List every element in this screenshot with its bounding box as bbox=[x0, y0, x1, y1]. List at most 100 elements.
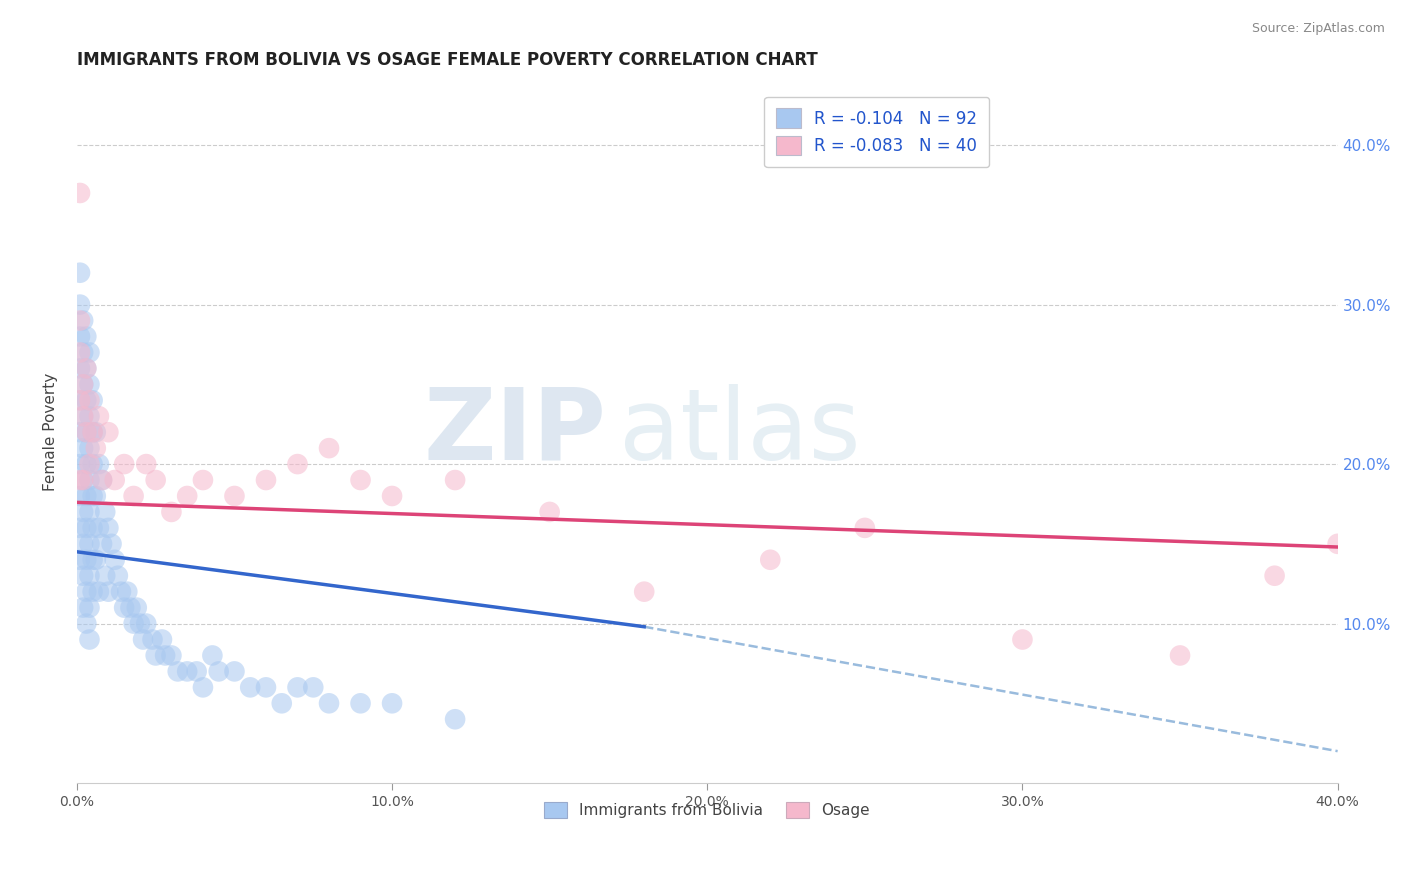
Point bbox=[150, 632, 173, 647]
Point bbox=[145, 473, 167, 487]
Point bbox=[318, 696, 340, 710]
Point bbox=[239, 681, 262, 695]
Point bbox=[75, 425, 97, 440]
Point bbox=[75, 361, 97, 376]
Point bbox=[79, 537, 101, 551]
Point bbox=[287, 457, 309, 471]
Point bbox=[69, 425, 91, 440]
Point bbox=[145, 648, 167, 663]
Text: IMMIGRANTS FROM BOLIVIA VS OSAGE FEMALE POVERTY CORRELATION CHART: IMMIGRANTS FROM BOLIVIA VS OSAGE FEMALE … bbox=[77, 51, 818, 69]
Point bbox=[104, 473, 127, 487]
Point bbox=[82, 425, 104, 440]
Text: ZIP: ZIP bbox=[423, 384, 606, 481]
Point bbox=[87, 409, 110, 424]
Point bbox=[72, 409, 94, 424]
Point bbox=[79, 377, 101, 392]
Point bbox=[117, 584, 139, 599]
Point bbox=[82, 584, 104, 599]
Point bbox=[82, 489, 104, 503]
Point bbox=[69, 186, 91, 200]
Point bbox=[444, 473, 467, 487]
Point bbox=[302, 681, 325, 695]
Point bbox=[82, 457, 104, 471]
Point bbox=[84, 425, 107, 440]
Point bbox=[444, 712, 467, 726]
Point bbox=[122, 489, 145, 503]
Point bbox=[72, 600, 94, 615]
Point bbox=[79, 632, 101, 647]
Point bbox=[141, 632, 163, 647]
Point bbox=[69, 313, 91, 327]
Point bbox=[72, 377, 94, 392]
Point bbox=[69, 361, 91, 376]
Point bbox=[112, 600, 135, 615]
Point bbox=[75, 329, 97, 343]
Point bbox=[72, 568, 94, 582]
Point bbox=[1326, 537, 1348, 551]
Point bbox=[120, 600, 142, 615]
Point bbox=[79, 505, 101, 519]
Point bbox=[100, 537, 122, 551]
Point bbox=[75, 616, 97, 631]
Point bbox=[132, 632, 155, 647]
Point bbox=[224, 489, 246, 503]
Point bbox=[94, 568, 117, 582]
Point bbox=[69, 297, 91, 311]
Point bbox=[82, 425, 104, 440]
Point bbox=[270, 696, 292, 710]
Point bbox=[112, 457, 135, 471]
Point bbox=[75, 457, 97, 471]
Point bbox=[75, 361, 97, 376]
Point bbox=[191, 473, 214, 487]
Legend: Immigrants from Bolivia, Osage: Immigrants from Bolivia, Osage bbox=[538, 797, 876, 824]
Point bbox=[72, 409, 94, 424]
Point bbox=[191, 681, 214, 695]
Point bbox=[176, 665, 198, 679]
Point bbox=[72, 537, 94, 551]
Text: Source: ZipAtlas.com: Source: ZipAtlas.com bbox=[1251, 22, 1385, 36]
Point bbox=[166, 665, 188, 679]
Point bbox=[538, 505, 561, 519]
Point bbox=[82, 553, 104, 567]
Point bbox=[381, 696, 404, 710]
Point bbox=[69, 393, 91, 408]
Point bbox=[91, 537, 114, 551]
Point bbox=[349, 696, 371, 710]
Point bbox=[82, 521, 104, 535]
Point bbox=[122, 616, 145, 631]
Point bbox=[633, 584, 655, 599]
Point bbox=[69, 489, 91, 503]
Point bbox=[79, 568, 101, 582]
Point bbox=[254, 681, 277, 695]
Point bbox=[91, 473, 114, 487]
Point bbox=[72, 505, 94, 519]
Point bbox=[84, 441, 107, 455]
Point bbox=[72, 473, 94, 487]
Point bbox=[79, 393, 101, 408]
Point bbox=[1264, 568, 1286, 582]
Point bbox=[381, 489, 404, 503]
Point bbox=[79, 600, 101, 615]
Point bbox=[84, 489, 107, 503]
Point bbox=[91, 473, 114, 487]
Point bbox=[79, 441, 101, 455]
Point bbox=[69, 266, 91, 280]
Point bbox=[75, 584, 97, 599]
Point bbox=[72, 441, 94, 455]
Point bbox=[79, 457, 101, 471]
Point bbox=[1168, 648, 1191, 663]
Point bbox=[87, 521, 110, 535]
Text: atlas: atlas bbox=[619, 384, 860, 481]
Point bbox=[82, 393, 104, 408]
Point bbox=[287, 681, 309, 695]
Point bbox=[201, 648, 224, 663]
Point bbox=[110, 584, 132, 599]
Point bbox=[75, 521, 97, 535]
Point bbox=[97, 425, 120, 440]
Point bbox=[160, 648, 183, 663]
Point bbox=[208, 665, 231, 679]
Point bbox=[125, 600, 148, 615]
Point bbox=[349, 473, 371, 487]
Point bbox=[135, 616, 157, 631]
Point bbox=[254, 473, 277, 487]
